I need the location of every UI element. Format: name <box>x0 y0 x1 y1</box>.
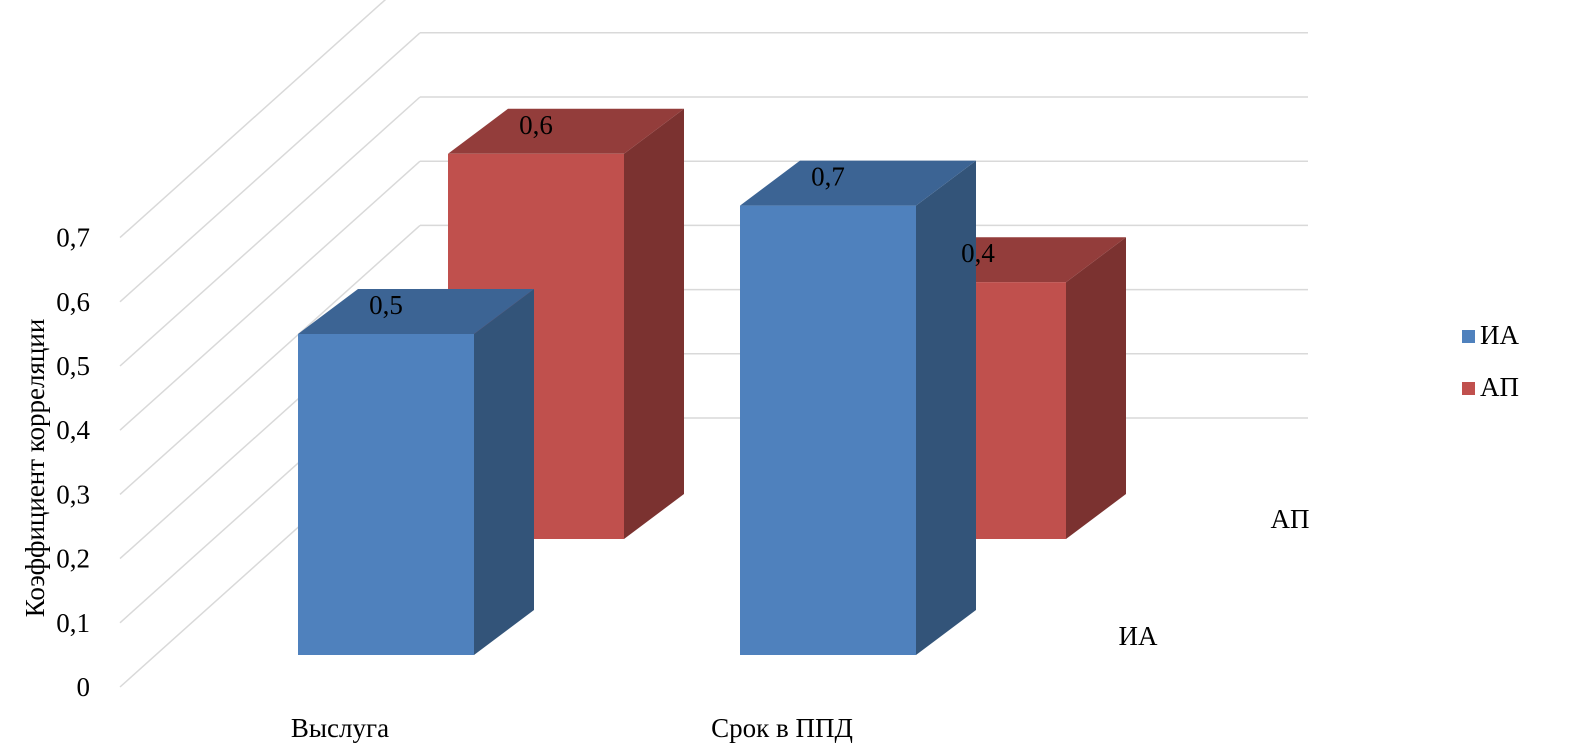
data-label: 0,7 <box>811 162 845 192</box>
bar-front-face <box>298 334 474 655</box>
legend-swatch <box>1462 382 1475 395</box>
bar-side-face <box>1066 237 1126 539</box>
side-gridline <box>119 224 421 495</box>
data-label: 0,6 <box>519 110 553 140</box>
category-label: Выслуга <box>291 713 389 743</box>
bar-side-face <box>474 289 534 655</box>
y-axis-ticks: 0 0,1 0,2 0,3 0,4 0,5 0,6 0,7 <box>56 223 90 702</box>
y-axis-title: Коэффициент корреляции <box>20 319 50 618</box>
depth-axis-label: АП <box>1271 504 1310 534</box>
bar-ИА-2 <box>740 160 976 655</box>
bar-top-face <box>740 160 976 206</box>
legend-item: АП <box>1462 372 1519 402</box>
category-axis-labels: Выслуга Срок в ППД <box>291 713 853 743</box>
data-label: 0,5 <box>369 290 403 320</box>
bars <box>298 108 1126 655</box>
bar-top-face <box>448 108 684 154</box>
legend-item: ИА <box>1462 320 1519 350</box>
legend-swatch <box>1462 330 1475 343</box>
y-tick-label: 0,1 <box>56 608 90 638</box>
side-gridline <box>119 96 421 367</box>
y-tick-label: 0,5 <box>56 351 90 381</box>
bar-side-face <box>916 160 976 655</box>
y-tick-label: 0,6 <box>56 287 90 317</box>
bar-top-face <box>298 289 534 334</box>
depth-axis-label: ИА <box>1119 621 1158 651</box>
data-labels: 0,6 0,4 0,5 0,7 <box>369 110 995 320</box>
y-tick-label: 0,2 <box>56 544 90 574</box>
bar-ИА-1 <box>298 289 534 655</box>
legend: ИА АП <box>1462 320 1519 402</box>
depth-axis-labels: ИА АП <box>1119 504 1310 651</box>
legend-label: АП <box>1480 372 1519 402</box>
legend-label: ИА <box>1480 320 1519 350</box>
y-tick-label: 0,3 <box>56 479 90 509</box>
y-tick-label: 0 <box>77 672 91 702</box>
bar-front-face <box>740 205 916 655</box>
side-gridline <box>119 32 421 303</box>
side-gridline <box>119 160 421 431</box>
category-label: Срок в ППД <box>711 713 853 743</box>
side-gridline <box>119 0 387 239</box>
data-label: 0,4 <box>961 238 995 268</box>
y-tick-label: 0,7 <box>56 223 90 253</box>
bar-side-face <box>624 108 684 540</box>
y-tick-label: 0,4 <box>56 415 90 445</box>
